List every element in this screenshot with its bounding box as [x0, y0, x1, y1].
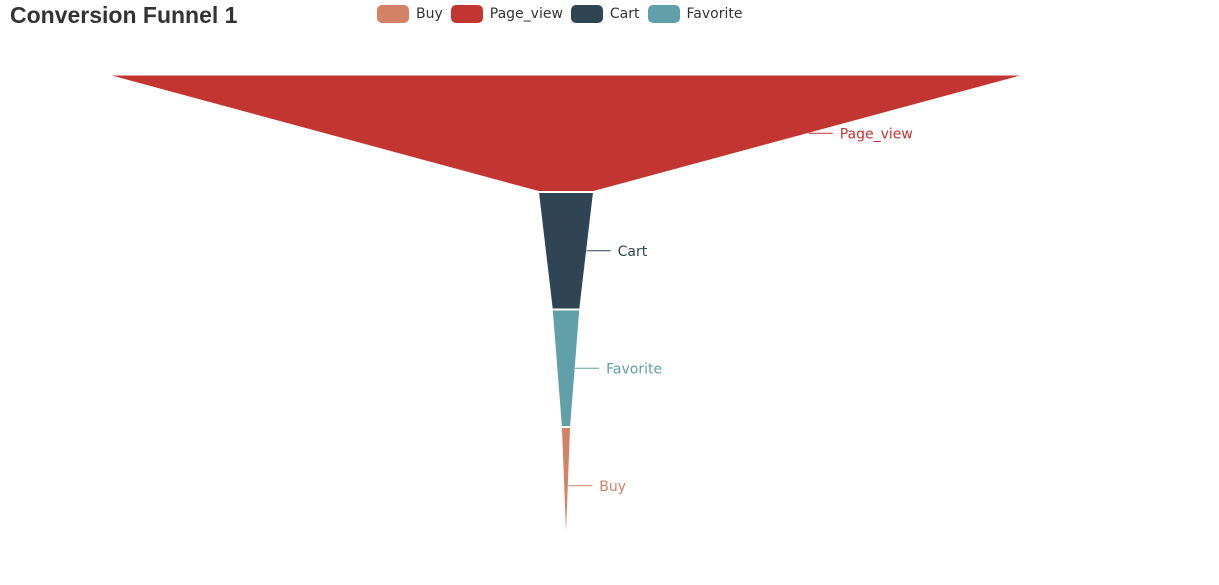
- legend-label-buy: Buy: [416, 6, 443, 22]
- legend-item-buy[interactable]: Buy: [377, 5, 443, 23]
- legend-swatch-buy: [377, 5, 409, 23]
- funnel-segment-favorite[interactable]: [551, 309, 581, 427]
- legend-item-cart[interactable]: Cart: [570, 5, 640, 23]
- legend: Buy Page_view Cart Favorite: [377, 5, 750, 23]
- legend-item-page-view[interactable]: Page_view: [450, 5, 563, 23]
- segment-label-cart: Cart: [618, 244, 648, 260]
- segment-label-buy: Buy: [599, 479, 626, 495]
- legend-swatch-page-view: [450, 5, 483, 23]
- funnel-segment-page-view[interactable]: [107, 74, 1025, 192]
- legend-swatch-cart: [570, 5, 603, 23]
- legend-label-page-view: Page_view: [489, 6, 563, 22]
- funnel-segment-cart[interactable]: [537, 192, 595, 310]
- segment-label-favorite: Favorite: [606, 361, 662, 377]
- segment-label-page-view: Page_view: [840, 126, 913, 142]
- legend-label-cart: Cart: [609, 6, 640, 22]
- legend-item-favorite[interactable]: Favorite: [647, 5, 743, 23]
- legend-swatch-favorite: [647, 5, 680, 23]
- legend-label-favorite: Favorite: [686, 6, 743, 22]
- chart-title: Conversion Funnel 1: [10, 2, 238, 28]
